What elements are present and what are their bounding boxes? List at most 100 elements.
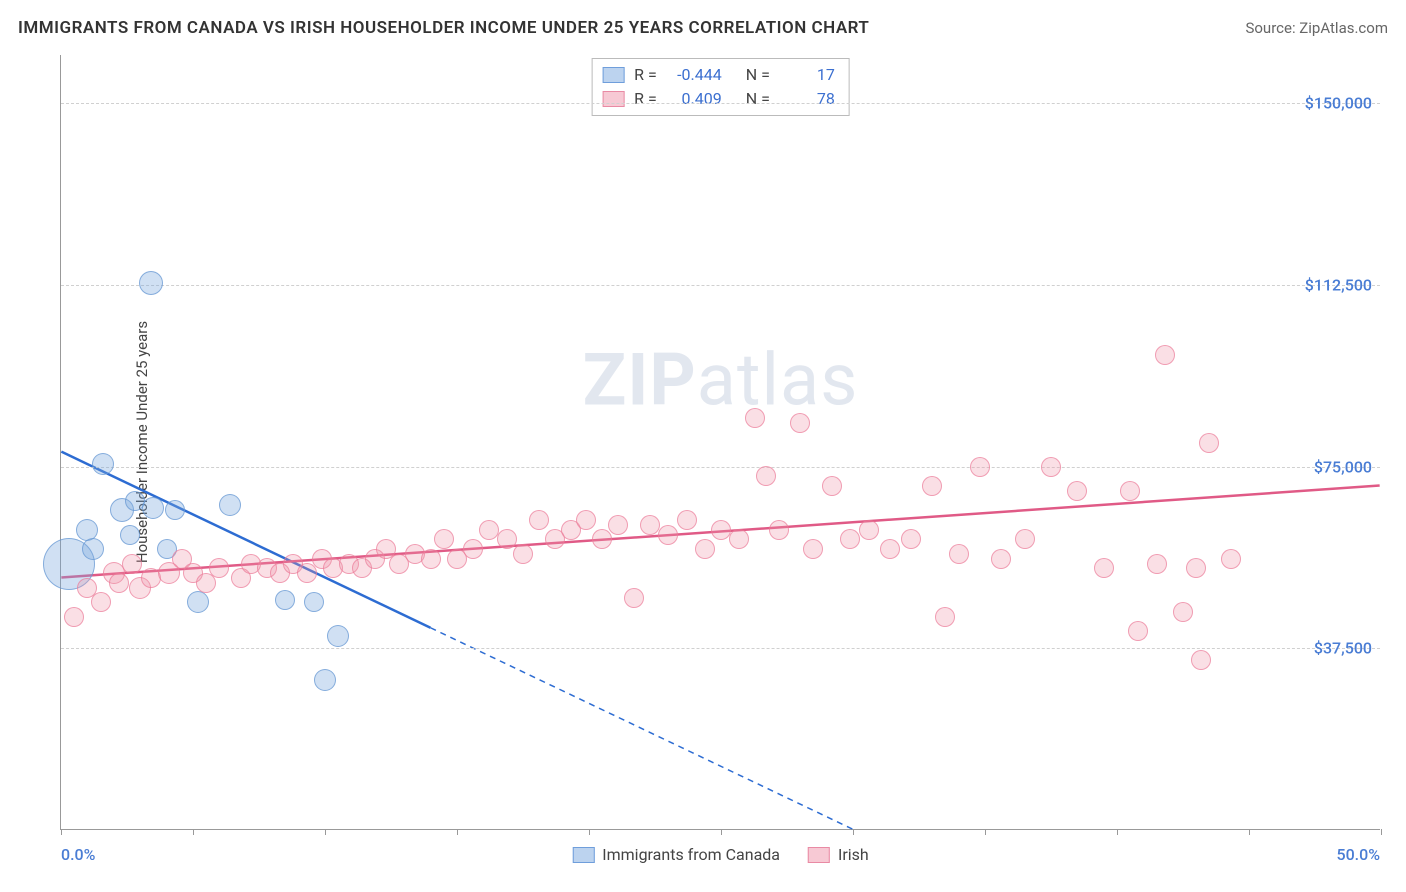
r-label: R = — [634, 87, 657, 111]
data-point — [327, 625, 349, 647]
data-point — [640, 515, 660, 535]
data-point — [219, 494, 241, 516]
data-point — [1147, 554, 1167, 574]
data-point — [209, 558, 229, 578]
data-point — [109, 573, 129, 593]
data-point — [513, 544, 533, 564]
data-point — [729, 529, 749, 549]
r-value-irish: 0.409 — [667, 87, 722, 111]
r-label: R = — [634, 63, 657, 87]
y-tick-label: $150,000 — [1305, 94, 1372, 113]
trend-lines — [61, 55, 1380, 829]
y-tick-label: $75,000 — [1314, 457, 1372, 476]
series-legend: Immigrants from Canada Irish — [572, 845, 868, 864]
chart-title: IMMIGRANTS FROM CANADA VS IRISH HOUSEHOL… — [18, 18, 869, 38]
data-point — [970, 457, 990, 477]
data-point — [822, 476, 842, 496]
data-point — [901, 529, 921, 549]
data-point — [677, 510, 697, 530]
legend-row-canada: R = -0.444 N = 17 — [602, 63, 835, 87]
gridline — [61, 648, 1380, 649]
y-tick-label: $37,500 — [1314, 639, 1372, 658]
x-tick — [457, 829, 458, 835]
y-tick-label: $112,500 — [1305, 276, 1372, 295]
x-tick — [1117, 829, 1118, 835]
data-point — [139, 271, 163, 295]
data-point — [529, 510, 549, 530]
data-point — [497, 529, 517, 549]
data-point — [297, 563, 317, 583]
plot-area: Householder Income Under 25 years ZIPatl… — [60, 55, 1380, 830]
data-point — [314, 669, 336, 691]
data-point — [745, 408, 765, 428]
gridline — [61, 285, 1380, 286]
x-tick — [589, 829, 590, 835]
swatch-canada — [572, 847, 594, 863]
data-point — [479, 520, 499, 540]
data-point — [695, 539, 715, 559]
data-point — [922, 476, 942, 496]
data-point — [463, 539, 483, 559]
data-point — [434, 529, 454, 549]
data-point — [991, 549, 1011, 569]
n-value-canada: 17 — [780, 63, 835, 87]
data-point — [1186, 558, 1206, 578]
r-value-canada: -0.444 — [667, 63, 722, 87]
data-point — [658, 525, 678, 545]
data-point — [1015, 529, 1035, 549]
data-point — [142, 497, 164, 519]
legend-row-irish: R = 0.409 N = 78 — [602, 87, 835, 111]
data-point — [304, 592, 324, 612]
x-tick — [193, 829, 194, 835]
data-point — [1199, 433, 1219, 453]
gridline — [61, 467, 1380, 468]
x-tick — [1249, 829, 1250, 835]
data-point — [1173, 602, 1193, 622]
x-tick — [721, 829, 722, 835]
data-point — [187, 591, 209, 613]
x-tick — [325, 829, 326, 835]
data-point — [1067, 481, 1087, 501]
correlation-legend: R = -0.444 N = 17 R = 0.409 N = 78 — [591, 58, 850, 116]
source-attribution: Source: ZipAtlas.com — [1245, 19, 1388, 37]
data-point — [1155, 345, 1175, 365]
data-point — [769, 520, 789, 540]
data-point — [82, 538, 104, 560]
data-point — [92, 453, 114, 475]
n-label: N = — [746, 63, 770, 87]
n-label: N = — [746, 87, 770, 111]
data-point — [840, 529, 860, 549]
legend-item-canada: Immigrants from Canada — [572, 845, 780, 864]
data-point — [949, 544, 969, 564]
data-point — [165, 500, 185, 520]
data-point — [122, 554, 142, 574]
data-point — [756, 466, 776, 486]
n-value-irish: 78 — [780, 87, 835, 111]
data-point — [880, 539, 900, 559]
legend-item-irish: Irish — [808, 845, 869, 864]
data-point — [1041, 457, 1061, 477]
swatch-canada — [602, 67, 624, 83]
data-point — [859, 520, 879, 540]
data-point — [711, 520, 731, 540]
x-axis-min-label: 0.0% — [61, 845, 95, 864]
x-tick — [1381, 829, 1382, 835]
data-point — [803, 539, 823, 559]
gridline — [61, 103, 1380, 104]
x-tick — [985, 829, 986, 835]
data-point — [120, 525, 140, 545]
swatch-irish — [808, 847, 830, 863]
data-point — [608, 515, 628, 535]
data-point — [1221, 549, 1241, 569]
data-point — [1191, 650, 1211, 670]
data-point — [935, 607, 955, 627]
data-point — [592, 529, 612, 549]
x-tick — [853, 829, 854, 835]
data-point — [576, 510, 596, 530]
data-point — [1094, 558, 1114, 578]
data-point — [64, 607, 84, 627]
data-point — [421, 549, 441, 569]
data-point — [1120, 481, 1140, 501]
data-point — [91, 592, 111, 612]
data-point — [275, 590, 295, 610]
